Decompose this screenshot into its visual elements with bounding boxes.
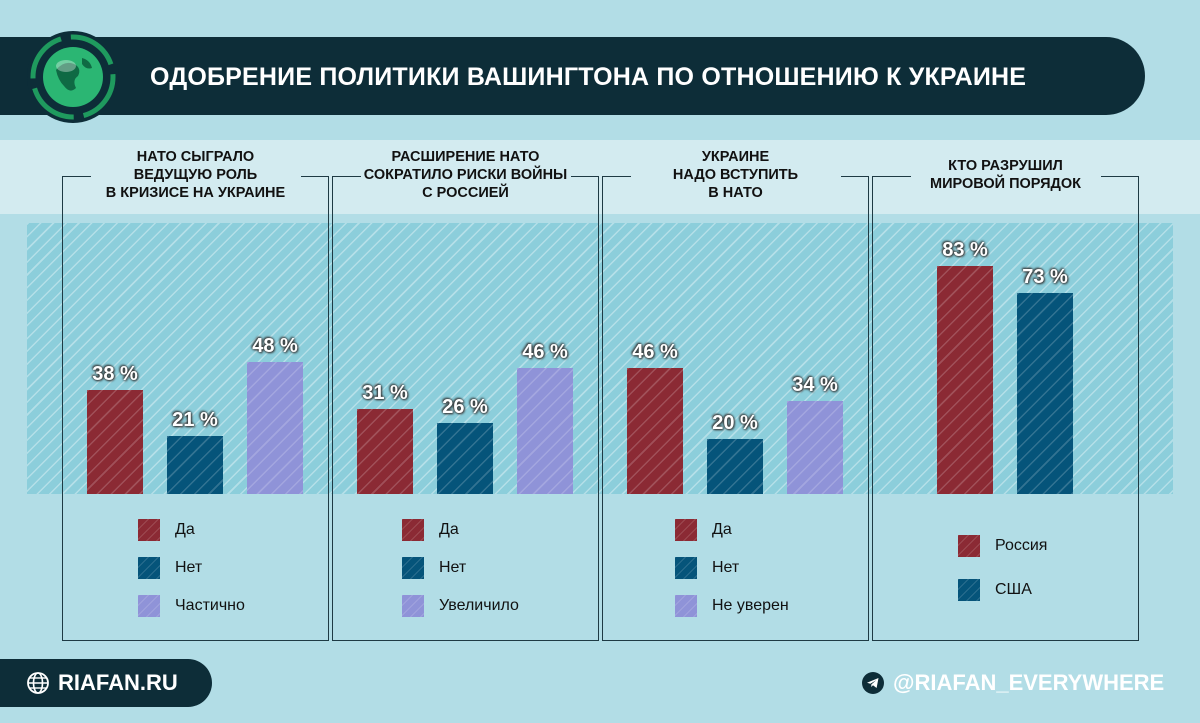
- title-bar: [0, 37, 1145, 115]
- chart-bar-value-label: 21 %: [172, 409, 218, 432]
- chart-bar: [787, 400, 843, 494]
- chart-panel-title-line: НАДО ВСТУПИТЬ: [672, 167, 799, 183]
- page-title: ОДОБРЕНИЕ ПОЛИТИКИ ВАШИНГТОНА ПО ОТНОШЕН…: [150, 63, 1027, 91]
- chart-panel-title-line: РАСШИРЕНИЕ НАТО: [391, 149, 540, 165]
- chart-bar: [627, 367, 683, 494]
- legend-label: Да: [175, 521, 195, 538]
- chart-panel-top-border: [1100, 176, 1139, 177]
- chart-panel-title: РАСШИРЕНИЕ НАТО СОКРАТИЛО РИСКИ ВОЙНЫ С РО…: [332, 148, 599, 202]
- chart-bar-value-label: 73 %: [1022, 266, 1068, 289]
- chart-panel-top-border: [62, 176, 91, 177]
- chart-bar: [357, 408, 413, 494]
- chart-bar-value-label: 26 %: [442, 395, 488, 418]
- chart-panel-title-line: ВЕДУЩУЮ РОЛЬ: [133, 167, 258, 183]
- legend-swatch: [138, 519, 160, 541]
- chart-panel-title-line: СОКРАТИЛО РИСКИ ВОЙНЫ: [363, 167, 568, 183]
- chart-bar: [937, 265, 993, 494]
- legend-label: Частично: [175, 597, 245, 614]
- chart-bar-value-label: 20 %: [712, 412, 758, 434]
- chart-panel-title-line: КТО РАЗРУШИЛ: [948, 158, 1063, 174]
- chart-bar-value-label: 46 %: [632, 340, 678, 363]
- header-band: [0, 140, 1200, 214]
- globe-logo-icon: [27, 31, 119, 123]
- chart-panel-title: УКРАИНЕ НАДО ВСТУПИТЬ В НАТО: [602, 148, 869, 202]
- legend-label: Россия: [995, 537, 1048, 554]
- legend-label: Не уверен: [712, 597, 789, 614]
- legend-label: Нет: [439, 559, 467, 576]
- chart-panel-title-line: НАТО СЫГРАЛО: [136, 149, 255, 165]
- chart-panel-top-border: [602, 176, 631, 177]
- chart-bar: [437, 422, 493, 494]
- chart-bar-value-label: 34 %: [792, 373, 838, 396]
- chart-bar: [167, 436, 223, 494]
- legend-swatch: [675, 557, 697, 579]
- legend-label: Да: [712, 521, 732, 538]
- footer-telegram-handle[interactable]: @RIAFAN_EVERYWHERE: [893, 670, 1165, 695]
- chart-bar-value-label: 48 %: [252, 335, 298, 357]
- chart-panel-title: НАТО СЫГРАЛО ВЕДУЩУЮ РОЛЬ В КРИЗИСЕ НА УКР…: [62, 148, 329, 202]
- legend-label: США: [995, 581, 1032, 598]
- chart-panel-frame: [62, 176, 329, 641]
- legend-swatch: [138, 595, 160, 617]
- chart-panel-title-line: В НАТО: [708, 185, 763, 201]
- chart-bar-value-label: 46 %: [522, 340, 568, 363]
- chart-panel-top-border: [332, 176, 361, 177]
- legend-label: Нет: [712, 559, 740, 576]
- chart-panel-title-line: УКРАИНЕ: [701, 149, 770, 165]
- chart-bar: [87, 389, 143, 494]
- chart-panel-top-border: [872, 176, 911, 177]
- chart-panel-frame: [872, 176, 1139, 641]
- chart-bar-value-label: 83 %: [942, 238, 988, 261]
- legend-label: Нет: [175, 559, 203, 576]
- telegram-icon: [862, 672, 884, 694]
- legend-swatch: [402, 557, 424, 579]
- legend-swatch: [675, 595, 697, 617]
- chart-bar: [247, 362, 303, 494]
- chart-bar: [517, 367, 573, 494]
- legend-swatch: [402, 519, 424, 541]
- legend-swatch: [675, 519, 697, 541]
- footer-site-label[interactable]: RIAFAN.RU: [58, 670, 178, 695]
- chart-panel-title: КТО РАЗРУШИЛ МИРОВОЙ ПОРЯДОК: [872, 157, 1139, 193]
- chart-panel-title-line: В КРИЗИСЕ НА УКРАИНЕ: [105, 185, 286, 201]
- chart-panel-frame: [332, 176, 599, 641]
- chart-bar: [707, 439, 763, 494]
- legend-swatch: [958, 579, 980, 601]
- chart-panel-top-border: [840, 176, 869, 177]
- chart-bar-value-label: 31 %: [362, 381, 408, 404]
- legend-label: Да: [439, 521, 459, 538]
- legend-swatch: [402, 595, 424, 617]
- legend-label: Увеличило: [439, 597, 519, 614]
- globe-icon: [27, 672, 49, 694]
- chart-panel-frame: [602, 176, 869, 641]
- chart-bar-value-label: 38 %: [92, 362, 138, 385]
- chart-panel-top-border: [300, 176, 329, 177]
- chart-bar: [1017, 293, 1073, 494]
- chart-panel-title-line: С РОССИЕЙ: [422, 185, 509, 201]
- chart-panel-title-line: МИРОВОЙ ПОРЯДОК: [930, 176, 1081, 192]
- legend-swatch: [958, 535, 980, 557]
- legend-swatch: [138, 557, 160, 579]
- chart-panel-top-border: [570, 176, 599, 177]
